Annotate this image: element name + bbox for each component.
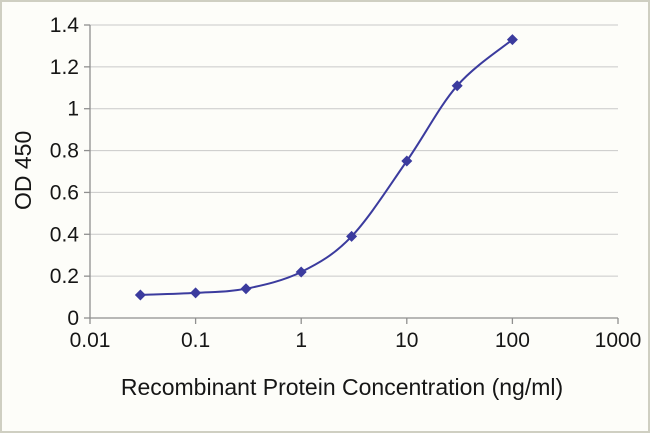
y-tick-label: 0 [67,307,79,330]
x-tick-label: 0.1 [181,329,210,352]
data-point-marker [240,283,252,295]
x-tick-label: 10 [395,329,418,352]
y-tick-label: 0.8 [50,140,79,163]
series-line [140,38,514,296]
data-point-marker [451,80,463,92]
data-point-marker [134,289,146,301]
x-tick-label: 0.01 [70,329,111,352]
y-tick-label: 1.4 [50,14,80,37]
data-point-marker [346,230,358,242]
x-tick-label: 1 [295,329,307,352]
y-tick-label: 0.4 [50,223,80,246]
x-tick-label: 1000 [595,329,642,352]
y-tick-label: 1 [67,98,79,121]
data-point-marker [506,34,518,46]
x-tick-label: 100 [495,329,530,352]
data-point-marker [295,266,307,278]
data-point-marker [190,287,202,299]
y-tick-label: 0.6 [50,181,79,204]
data-point-marker [401,155,413,167]
y-axis-title: OD 450 [10,130,36,210]
x-axis-title: Recombinant Protein Concentration (ng/ml… [120,374,564,400]
y-tick-label: 1.2 [50,56,79,79]
y-tick-label: 0.2 [50,265,79,288]
